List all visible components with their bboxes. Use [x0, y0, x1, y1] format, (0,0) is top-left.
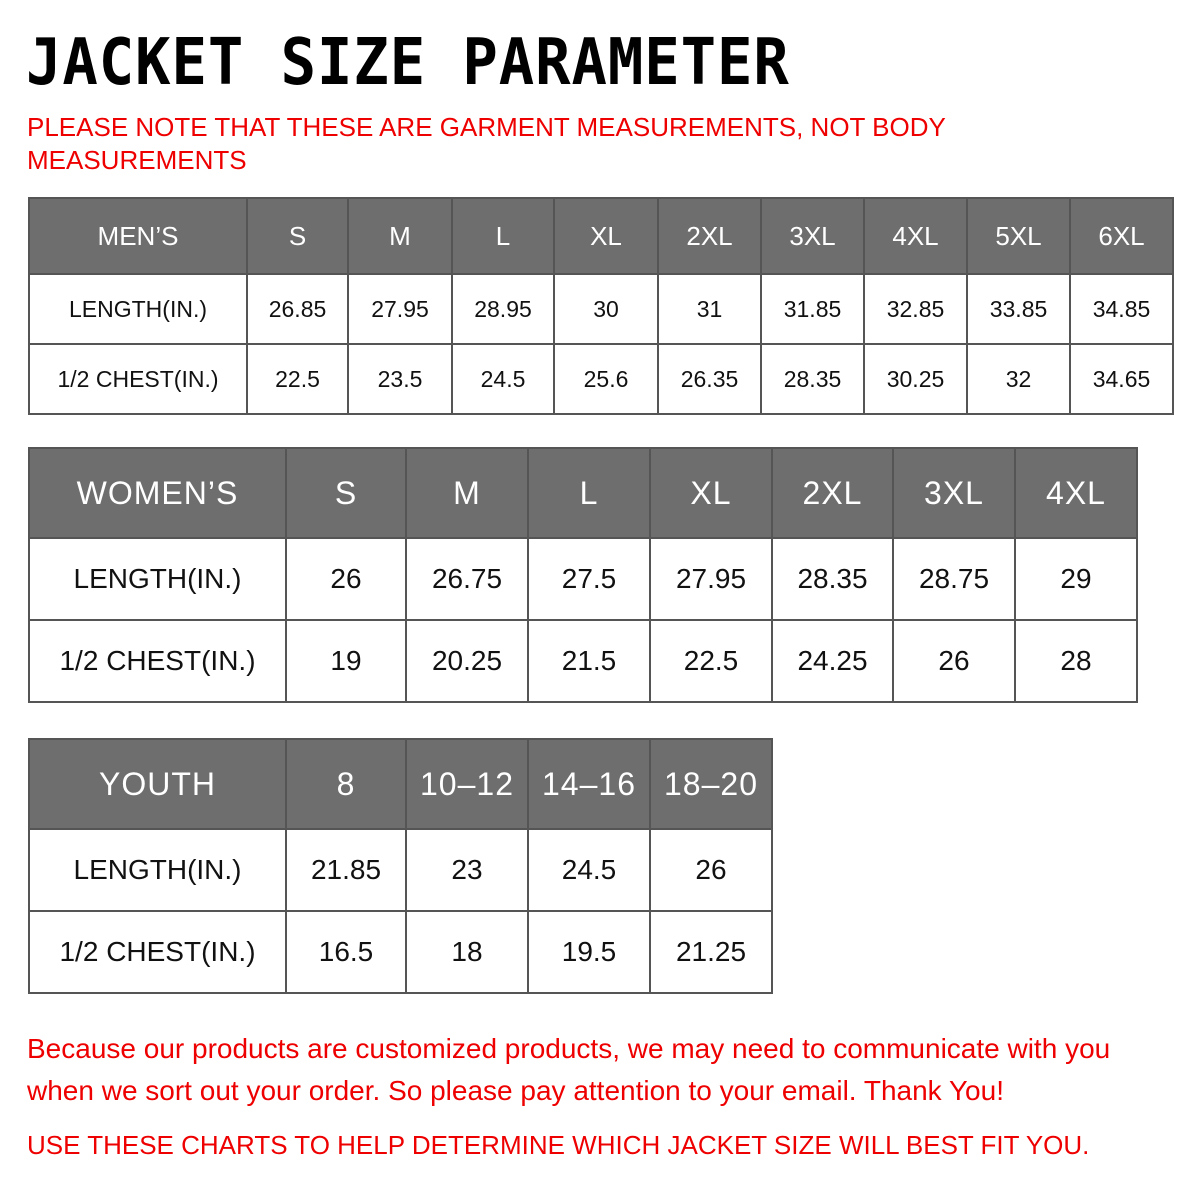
measurement-cell: 23.5: [347, 343, 453, 415]
size-header: M: [405, 447, 529, 539]
category-header: MEN’S: [28, 197, 248, 275]
table-row: 1/2 CHEST(IN.) 19 20.25 21.5 22.5 24.25 26 28: [28, 619, 1138, 703]
size-header: 10–12: [405, 738, 529, 830]
measurement-cell: 26: [892, 619, 1016, 703]
measurement-cell: 24.5: [451, 343, 555, 415]
measurement-cell: 26: [649, 828, 773, 912]
size-header: 5XL: [966, 197, 1071, 275]
measurement-cell: 31: [657, 273, 762, 345]
page-title: JACKET SIZE PARAMETER: [26, 26, 790, 100]
size-chart-tip: USE THESE CHARTS TO HELP DETERMINE WHICH…: [27, 1130, 1090, 1160]
table-row: 1/2 CHEST(IN.) 16.5 18 19.5 21.25: [28, 910, 773, 994]
size-header: 4XL: [1014, 447, 1138, 539]
size-header: XL: [553, 197, 659, 275]
header-row: WOMEN’S S M L XL 2XL 3XL 4XL: [28, 447, 1138, 539]
size-header: L: [451, 197, 555, 275]
measurement-cell: 26.35: [657, 343, 762, 415]
size-header: 3XL: [892, 447, 1016, 539]
size-header: 14–16: [527, 738, 651, 830]
measurement-cell: 33.85: [966, 273, 1071, 345]
size-header: 2XL: [657, 197, 762, 275]
measurement-cell: 25.6: [553, 343, 659, 415]
size-header: 18–20: [649, 738, 773, 830]
measurement-cell: 27.95: [347, 273, 453, 345]
row-label: 1/2 CHEST(IN.): [28, 619, 287, 703]
measurement-cell: 26.85: [246, 273, 349, 345]
measurement-cell: 31.85: [760, 273, 865, 345]
measurement-cell: 27.95: [649, 537, 773, 621]
size-header: XL: [649, 447, 773, 539]
measurement-cell: 21.85: [285, 828, 407, 912]
table-row: 1/2 CHEST(IN.) 22.5 23.5 24.5 25.6 26.35 28.35…: [28, 343, 1174, 415]
category-header: WOMEN’S: [28, 447, 287, 539]
size-header: 6XL: [1069, 197, 1174, 275]
size-header: 2XL: [771, 447, 894, 539]
size-header: S: [246, 197, 349, 275]
measurement-cell: 23: [405, 828, 529, 912]
measurement-cell: 30: [553, 273, 659, 345]
measurement-cell: 28: [1014, 619, 1138, 703]
measurement-cell: 19: [285, 619, 407, 703]
measurement-cell: 28.35: [760, 343, 865, 415]
measurement-cell: 28.95: [451, 273, 555, 345]
measurement-cell: 34.65: [1069, 343, 1174, 415]
measurement-note: PLEASE NOTE THAT THESE ARE GARMENT MEASU…: [27, 112, 946, 175]
measurement-cell: 28.75: [892, 537, 1016, 621]
size-header: 3XL: [760, 197, 865, 275]
measurement-cell: 19.5: [527, 910, 651, 994]
measurement-cell: 18: [405, 910, 529, 994]
size-header: 4XL: [863, 197, 968, 275]
size-header: S: [285, 447, 407, 539]
table-row: LENGTH(IN.) 21.85 23 24.5 26: [28, 828, 773, 912]
row-label: 1/2 CHEST(IN.): [28, 910, 287, 994]
youth-size-table: YOUTH 8 10–12 14–16 18–20 LENGTH(IN.) 21.85 23 2…: [28, 738, 773, 994]
womens-size-table: WOMEN’S S M L XL 2XL 3XL 4XL LENGTH(IN.) 26 26.75 2…: [28, 447, 1138, 703]
measurement-cell: 22.5: [246, 343, 349, 415]
measurement-cell: 28.35: [771, 537, 894, 621]
row-label: 1/2 CHEST(IN.): [28, 343, 248, 415]
row-label: LENGTH(IN.): [28, 828, 287, 912]
measurement-cell: 21.25: [649, 910, 773, 994]
measurement-cell: 26: [285, 537, 407, 621]
row-label: LENGTH(IN.): [28, 273, 248, 345]
customization-notice: Because our products are customized prod…: [27, 1033, 1111, 1106]
table-row: LENGTH(IN.) 26 26.75 27.5 27.95 28.35 28.75 29: [28, 537, 1138, 621]
measurement-cell: 24.5: [527, 828, 651, 912]
header-row: YOUTH 8 10–12 14–16 18–20: [28, 738, 773, 830]
measurement-cell: 22.5: [649, 619, 773, 703]
measurement-cell: 16.5: [285, 910, 407, 994]
measurement-cell: 30.25: [863, 343, 968, 415]
table-row: LENGTH(IN.) 26.85 27.95 28.95 30 31 31.85 32.85…: [28, 273, 1174, 345]
size-header: L: [527, 447, 651, 539]
measurement-cell: 26.75: [405, 537, 529, 621]
category-header: YOUTH: [28, 738, 287, 830]
measurement-cell: 32.85: [863, 273, 968, 345]
header-row: MEN’S S M L XL 2XL 3XL 4XL 5XL 6XL: [28, 197, 1174, 275]
measurement-cell: 34.85: [1069, 273, 1174, 345]
measurement-cell: 24.25: [771, 619, 894, 703]
measurement-cell: 27.5: [527, 537, 651, 621]
size-header: 8: [285, 738, 407, 830]
measurement-cell: 32: [966, 343, 1071, 415]
measurement-cell: 29: [1014, 537, 1138, 621]
row-label: LENGTH(IN.): [28, 537, 287, 621]
measurement-cell: 20.25: [405, 619, 529, 703]
mens-size-table: MEN’S S M L XL 2XL 3XL 4XL 5XL 6XL LENGTH(IN.) 26.8…: [28, 197, 1174, 415]
measurement-cell: 21.5: [527, 619, 651, 703]
size-header: M: [347, 197, 453, 275]
